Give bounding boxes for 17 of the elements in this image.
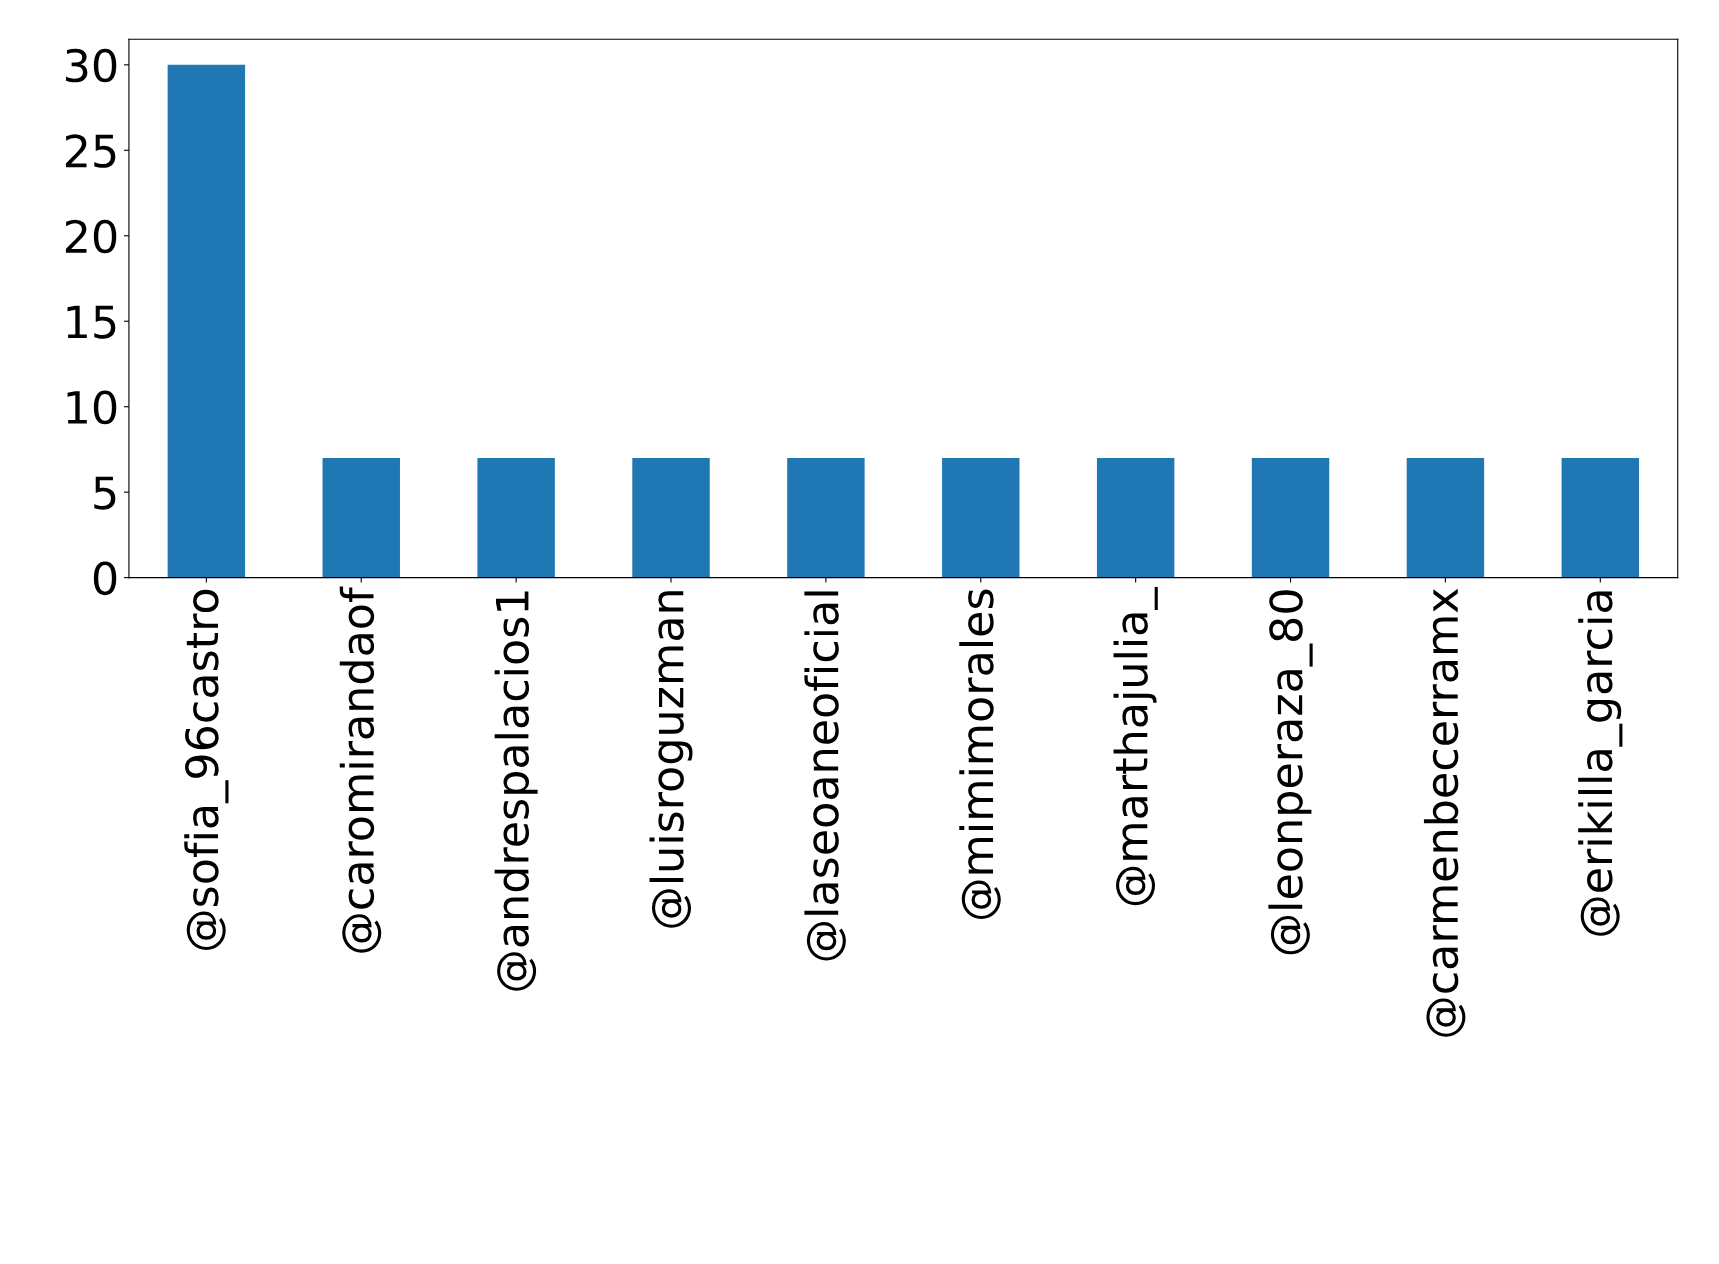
x-tick-label: @marthajulia_ <box>1113 586 1158 906</box>
y-tick-label: 30 <box>66 48 117 83</box>
x-tick-label: @sofia_96castro <box>184 589 229 950</box>
x-tick-label: @erikilla_garcia <box>1578 591 1623 936</box>
y-tick-label: 5 <box>94 476 116 510</box>
y-tick-label: 10 <box>67 390 117 425</box>
x-tick-label: @luisroguzman <box>649 591 693 928</box>
x-tick-label: @mimimorales <box>959 589 1001 919</box>
x-tick-label: @andrespalacios1 <box>494 591 538 991</box>
x-tick-label: @carmenbecerramx <box>1423 588 1466 1037</box>
y-tick-label: 15 <box>67 305 116 339</box>
y-tick-label: 25 <box>65 134 116 168</box>
x-tick-label: @leonperaza_80 <box>1268 590 1313 955</box>
y-tick-label: 20 <box>65 219 117 254</box>
x-tick-label: @laseoaneoficial <box>804 591 846 961</box>
y-tick-label: 0 <box>93 561 117 596</box>
x-tick-label: @caromirandaof <box>339 586 382 953</box>
